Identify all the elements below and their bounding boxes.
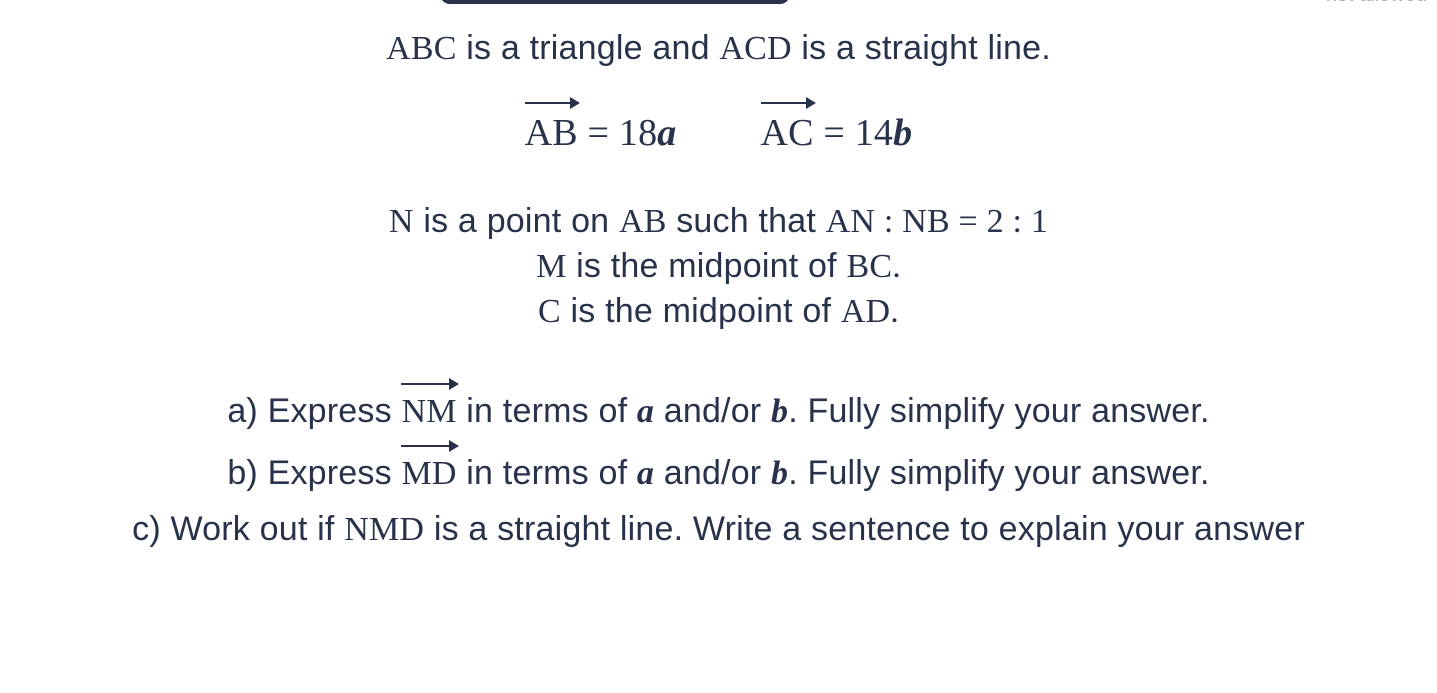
sym: M (536, 248, 566, 285)
header-fragment (440, 0, 790, 4)
vector-ac: AC (761, 101, 814, 158)
vector-arrow-icon (761, 95, 816, 109)
text: and/or (654, 392, 771, 430)
text: is a straight line. (792, 29, 1051, 67)
intro-line: ABC is a triangle and ACD is a straight … (0, 26, 1437, 71)
text: is the midpoint of (561, 292, 841, 330)
vector-definitions: AB = 18a AC = 14b (0, 101, 1437, 158)
vector-label: NM (401, 393, 456, 430)
coef: 18 (619, 112, 657, 154)
question-c: c) Work out if NMD is a straight line. W… (132, 507, 1305, 552)
text: in terms of (457, 392, 637, 430)
constraint-1: N is a point on AB such that AN : NB = 2… (389, 199, 1048, 244)
text: and/or (654, 454, 771, 492)
question-b: b) Express MD in terms of a and/or b. Fu… (132, 444, 1305, 496)
vector-label: AC (761, 112, 814, 154)
sym: NMD (344, 511, 424, 548)
text: is a point on (414, 202, 619, 240)
symbol-b: b (771, 393, 788, 430)
text: b) Express (227, 454, 401, 492)
equals: = (578, 112, 619, 154)
vector-nm: NM (401, 382, 456, 434)
question-page: not allowed ABC is a triangle and ACD is… (0, 0, 1437, 693)
symbol-a: a (637, 393, 654, 430)
text: . Fully simplify your answer. (788, 392, 1209, 430)
vector-label: AB (525, 112, 578, 154)
coef: 14 (855, 112, 893, 154)
symbol-a: a (637, 455, 654, 492)
vector-ab: AB (525, 101, 578, 158)
symbol-a: a (657, 112, 676, 154)
text: . Fully simplify your answer. (788, 454, 1209, 492)
vector-label: MD (401, 455, 456, 492)
questions-block: a) Express NM in terms of a and/or b. Fu… (132, 382, 1305, 562)
constraints-block: N is a point on AB such that AN : NB = 2… (389, 199, 1048, 335)
vector-arrow-icon (525, 95, 580, 109)
text: is a straight line. Write a sentence to … (424, 510, 1305, 548)
vector-arrow-icon (401, 376, 458, 390)
symbol-b: b (771, 455, 788, 492)
text: c) Work out if (132, 510, 344, 548)
header-fragment-text: not allowed (1326, 0, 1427, 7)
sym: C (538, 293, 561, 330)
sym-abc: ABC (386, 30, 457, 67)
symbol-b: b (893, 112, 912, 154)
text: such that (667, 202, 826, 240)
question-a: a) Express NM in terms of a and/or b. Fu… (132, 382, 1305, 434)
text: is a triangle and (457, 29, 720, 67)
sym-acd: ACD (719, 30, 791, 67)
equals: = (814, 112, 855, 154)
sym: AD. (841, 293, 899, 330)
constraint-3: C is the midpoint of AD. (389, 289, 1048, 334)
ratio: AN : NB = 2 : 1 (826, 203, 1048, 240)
text: a) Express (227, 392, 401, 430)
sym: N (389, 203, 414, 240)
sym: BC. (846, 248, 900, 285)
sym: AB (619, 203, 667, 240)
constraint-2: M is the midpoint of BC. (389, 244, 1048, 289)
text: in terms of (457, 454, 637, 492)
vector-arrow-icon (401, 438, 458, 452)
text: is the midpoint of (567, 247, 847, 285)
vector-md: MD (401, 444, 456, 496)
